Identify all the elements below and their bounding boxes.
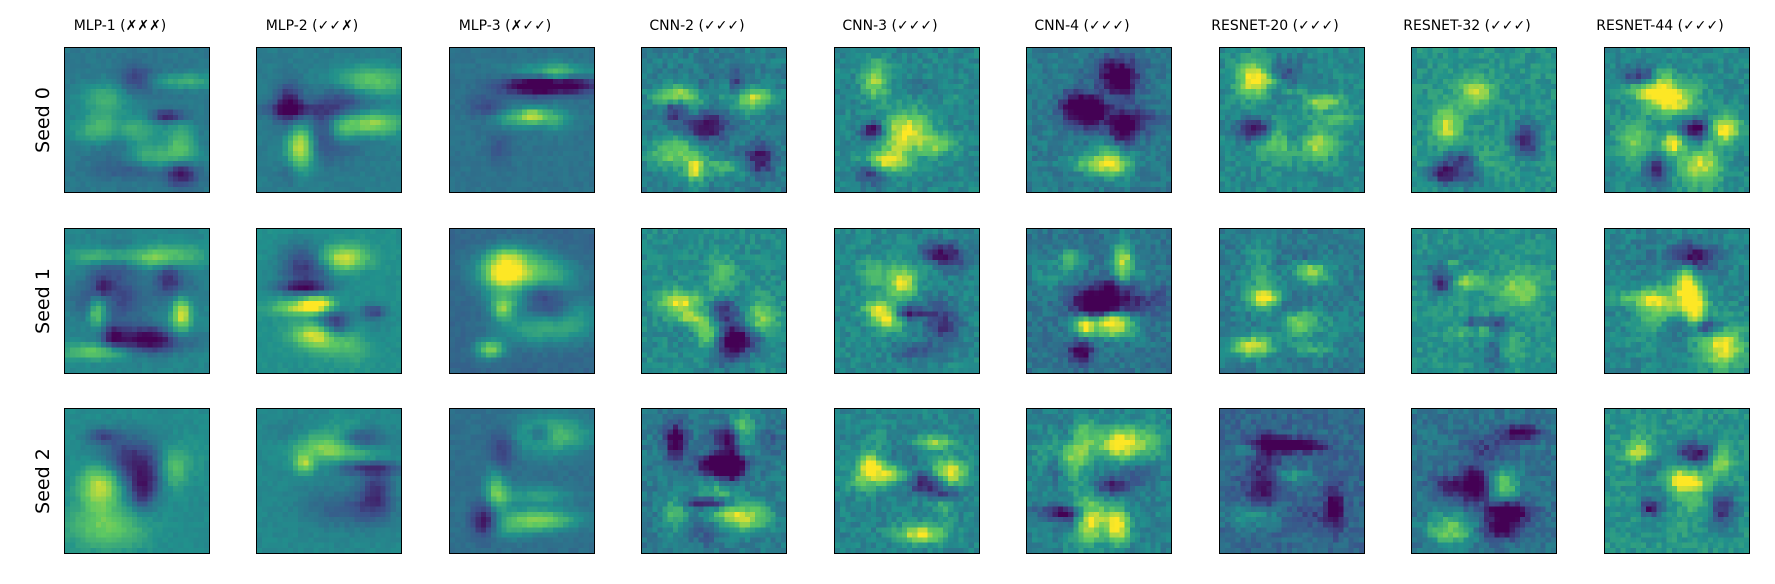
heatmap-tile bbox=[1411, 47, 1557, 193]
heatmap-tile bbox=[641, 408, 787, 554]
heatmap-tile bbox=[449, 47, 595, 193]
heatmap-image bbox=[257, 409, 401, 553]
heatmap-tile bbox=[256, 228, 402, 374]
heatmap-tile bbox=[256, 408, 402, 554]
heatmap-image bbox=[1027, 229, 1171, 373]
heatmap-image bbox=[835, 229, 979, 373]
heatmap-tile bbox=[641, 228, 787, 374]
heatmap-tile bbox=[834, 47, 980, 193]
heatmap-tile bbox=[1411, 408, 1557, 554]
heatmap-image bbox=[257, 48, 401, 192]
heatmap-image bbox=[257, 229, 401, 373]
column-title: CNN-3 (✓✓✓) bbox=[842, 18, 938, 34]
heatmap-image bbox=[642, 229, 786, 373]
heatmap-image bbox=[1220, 409, 1364, 553]
heatmap-image bbox=[642, 409, 786, 553]
column-title: MLP-2 (✓✓✗) bbox=[265, 18, 359, 34]
heatmap-tile bbox=[449, 408, 595, 554]
heatmap-tile bbox=[834, 408, 980, 554]
column-title: CNN-4 (✓✓✓) bbox=[1034, 18, 1130, 34]
heatmap-tile bbox=[1219, 47, 1365, 193]
heatmap-tile bbox=[1026, 228, 1172, 374]
heatmap-tile bbox=[1411, 228, 1557, 374]
row-label: Seed 1 bbox=[32, 268, 55, 334]
heatmap-image bbox=[65, 409, 209, 553]
heatmap-tile bbox=[64, 228, 210, 374]
heatmap-image bbox=[65, 229, 209, 373]
heatmap-tile bbox=[1219, 228, 1365, 374]
heatmap-image bbox=[1220, 229, 1364, 373]
heatmap-image bbox=[450, 409, 594, 553]
heatmap-tile bbox=[64, 47, 210, 193]
heatmap-image bbox=[835, 409, 979, 553]
heatmap-image bbox=[642, 48, 786, 192]
heatmap-tile bbox=[641, 47, 787, 193]
heatmap-tile bbox=[1026, 408, 1172, 554]
column-title: RESNET-44 (✓✓✓) bbox=[1596, 18, 1724, 34]
row-label: Seed 0 bbox=[32, 87, 55, 153]
heatmap-image bbox=[450, 229, 594, 373]
heatmap-image bbox=[1605, 48, 1749, 192]
heatmap-tile bbox=[256, 47, 402, 193]
heatmap-image bbox=[1027, 409, 1171, 553]
heatmap-image bbox=[1027, 48, 1171, 192]
heatmap-image bbox=[835, 48, 979, 192]
heatmap-image bbox=[1412, 409, 1556, 553]
heatmap-image bbox=[65, 48, 209, 192]
heatmap-tile bbox=[1604, 47, 1750, 193]
column-title: RESNET-32 (✓✓✓) bbox=[1403, 18, 1531, 34]
heatmap-tile bbox=[1604, 228, 1750, 374]
heatmap-image bbox=[1412, 48, 1556, 192]
heatmap-image bbox=[1605, 409, 1749, 553]
heatmap-image bbox=[450, 48, 594, 192]
heatmap-tile bbox=[449, 228, 595, 374]
column-title: RESNET-20 (✓✓✓) bbox=[1211, 18, 1339, 34]
heatmap-image bbox=[1220, 48, 1364, 192]
heatmap-image bbox=[1412, 229, 1556, 373]
heatmap-tile bbox=[834, 228, 980, 374]
heatmap-image bbox=[1605, 229, 1749, 373]
column-title: CNN-2 (✓✓✓) bbox=[649, 18, 745, 34]
row-label: Seed 2 bbox=[32, 448, 55, 514]
heatmap-tile bbox=[1219, 408, 1365, 554]
column-title: MLP-1 (✗✗✗) bbox=[73, 18, 167, 34]
heatmap-tile bbox=[1604, 408, 1750, 554]
column-title: MLP-3 (✗✓✓) bbox=[458, 18, 552, 34]
heatmap-tile bbox=[1026, 47, 1172, 193]
heatmap-tile bbox=[64, 408, 210, 554]
